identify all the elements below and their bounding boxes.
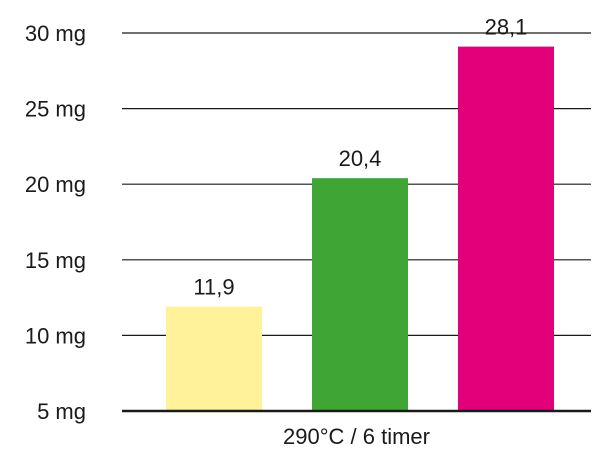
bar — [312, 178, 408, 411]
y-tick-label: 5 mg — [37, 399, 86, 424]
y-tick-label: 15 mg — [25, 248, 86, 273]
y-tick-label: 20 mg — [25, 172, 86, 197]
y-axis-tick-labels: 30 mg 25 mg 20 mg 15 mg 10 mg 5 mg — [25, 21, 86, 424]
bar-value-label: 11,9 — [193, 275, 234, 300]
x-category-label: 290°C / 6 timer — [283, 424, 430, 449]
y-tick-label: 25 mg — [25, 97, 86, 122]
bar — [458, 46, 554, 411]
y-tick-label: 30 mg — [25, 21, 86, 46]
bar-value-label: 28,1 — [485, 15, 528, 40]
y-tick-label: 10 mg — [25, 323, 86, 348]
bar — [166, 306, 262, 411]
bar-value-label: 20,4 — [339, 146, 382, 171]
bars — [166, 46, 554, 411]
data-labels: 11,9 20,4 28,1 — [193, 15, 527, 300]
